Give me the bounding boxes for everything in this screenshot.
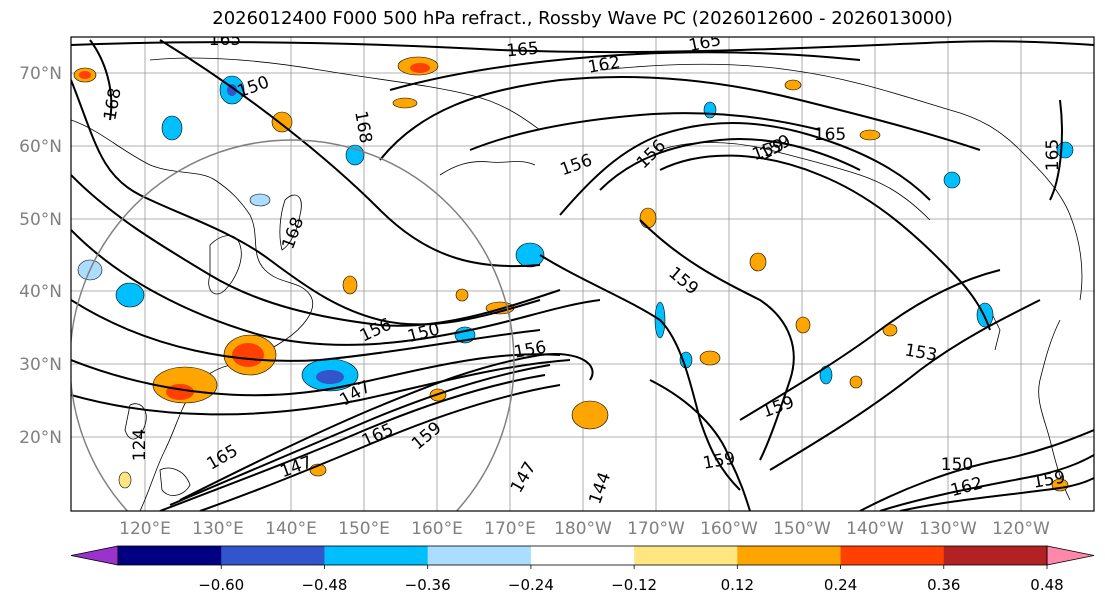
refractivity-contours [71, 39, 1094, 511]
lon-label: 130°W [919, 519, 977, 539]
colorbar-segment [221, 546, 325, 565]
contour-label: 165 [506, 39, 540, 62]
analysis-circle [71, 139, 515, 511]
colorbar-frame [117, 545, 1048, 566]
colorbar-segment [324, 546, 429, 565]
pos-patch [882, 323, 898, 337]
neg-patch [227, 84, 237, 96]
map-frame [70, 36, 1095, 512]
neg-patch [161, 115, 183, 141]
colorbar-segment [118, 546, 222, 565]
neg-patch [703, 101, 717, 119]
lat-label: 40°N [19, 282, 62, 302]
contour-label: 165 [1043, 139, 1063, 171]
colorbar-segment [943, 546, 1048, 565]
contour-label: 165 [209, 30, 241, 50]
lon-label: 160°W [700, 519, 758, 539]
colorbar-tick-label: 0.24 [824, 576, 857, 594]
colorbar-tick-label: −0.60 [198, 576, 244, 594]
pos-patch [859, 129, 881, 141]
lon-label: 150°W [773, 519, 831, 539]
lon-label: 120°W [992, 519, 1050, 539]
lon-label: 180°W [554, 519, 612, 539]
lat-label: 70°N [19, 64, 62, 84]
colorbar-arrow-left [70, 545, 119, 566]
neg-patch [515, 242, 545, 268]
colorbar-arrow-right [1046, 545, 1095, 566]
pos-patch [79, 71, 91, 79]
longitude-labels: 120°E 130°E 140°E 150°E 160°E 170°E 180°W 170°W… [119, 519, 1050, 539]
colorbar-segment [427, 546, 532, 565]
colorbar-segment [840, 546, 945, 565]
pos-patch [410, 63, 430, 73]
pos-patch [392, 97, 418, 109]
pos-patch [571, 400, 609, 430]
colorbar-tick-label: 0.36 [927, 576, 960, 594]
pos-patch [271, 111, 293, 133]
lon-label: 160°E [411, 519, 463, 539]
colorbar-segment [634, 546, 738, 565]
lon-label: 150°E [338, 519, 390, 539]
lon-label: 120°E [119, 519, 171, 539]
lon-label: 140°W [846, 519, 904, 539]
colorbar-tick-label: −0.24 [508, 576, 554, 594]
lon-label: 170°E [484, 519, 536, 539]
lon-label: 140°E [265, 519, 317, 539]
colorbar-tick-label: −0.48 [301, 576, 347, 594]
neg-patch [249, 193, 271, 207]
neg-patch [316, 370, 344, 384]
colorbar-tick-label: 0.48 [1030, 576, 1063, 594]
contour-label: 165 [814, 125, 846, 145]
map-title: 2026012400 F000 500 hPa refract., Rossby… [212, 8, 953, 29]
colorbar-tick-label: 0.12 [721, 576, 754, 594]
contour-label: 124 [130, 429, 150, 461]
colorbar-tick-label: −0.36 [405, 576, 451, 594]
lat-label: 60°N [19, 137, 62, 157]
colorbar: −0.60 −0.48 −0.36 −0.24 −0.12 0.12 0.24 0.36 0.4… [70, 545, 1095, 594]
colorbar-tick-label: −0.12 [611, 576, 657, 594]
pos-patch [639, 207, 657, 229]
contour-label: 150 [941, 455, 973, 475]
lon-label: 130°E [192, 519, 244, 539]
lat-label: 20°N [19, 428, 62, 448]
neg-patch [943, 171, 961, 189]
pos-patch [118, 471, 132, 489]
pos-patch [795, 316, 811, 334]
pos-patch [784, 79, 802, 91]
pos-patch [455, 288, 469, 302]
gridlines [71, 37, 1094, 511]
pos-patch [849, 375, 863, 389]
pos-patch [749, 252, 767, 272]
coastlines [71, 57, 1083, 511]
pos-patch [166, 384, 194, 400]
pos-patch [342, 275, 358, 295]
lon-label: 170°W [627, 519, 685, 539]
lat-label: 50°N [19, 210, 62, 230]
neg-patch [115, 282, 145, 308]
lat-label: 30°N [19, 355, 62, 375]
latitude-labels: 70°N 60°N 50°N 40°N 30°N 20°N [19, 64, 62, 448]
colorbar-segment [530, 546, 635, 565]
pos-patch [232, 343, 264, 367]
map-background [71, 37, 1094, 511]
colorbar-segment [737, 546, 842, 565]
pos-patch [699, 350, 721, 366]
